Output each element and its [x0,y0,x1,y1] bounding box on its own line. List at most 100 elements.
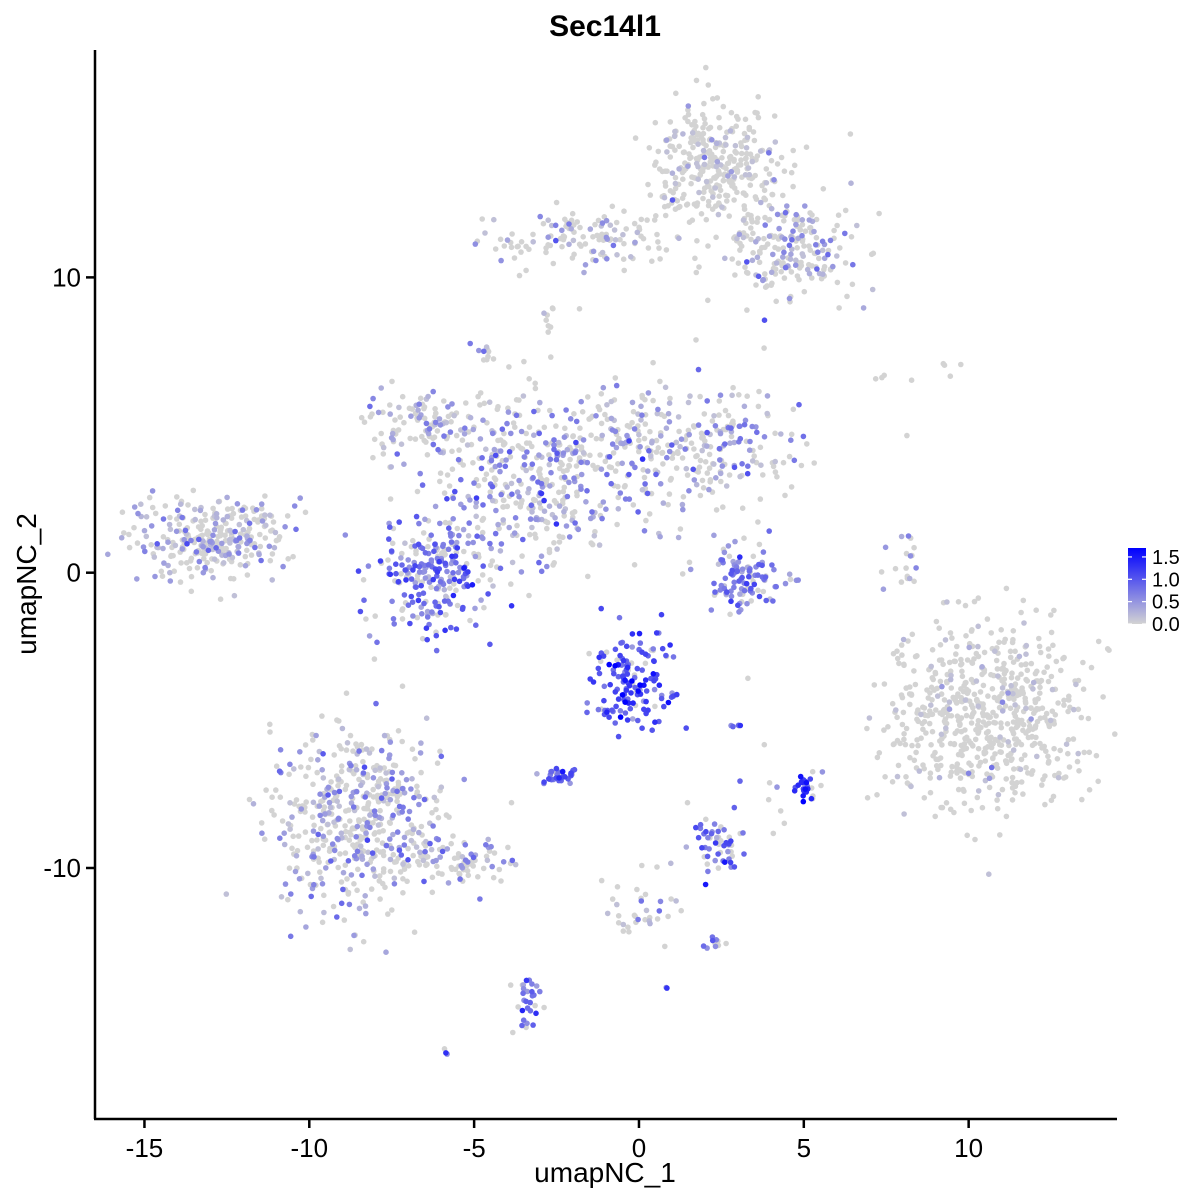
cell-point [388,464,395,470]
cell-point [695,176,701,182]
cell-point [619,673,626,679]
cell-point [752,109,758,116]
cell-point [557,235,564,242]
cell-point [146,494,153,501]
cell-point [704,443,710,449]
cell-point [359,872,365,879]
cell-point [599,220,606,226]
cell-point [985,693,991,699]
cell-point [664,454,670,461]
cell-point [1066,693,1072,700]
cell-point [387,796,394,803]
cell-point [399,616,406,622]
cell-point [1086,787,1093,793]
cell-point [442,627,448,634]
cell-point [328,858,334,864]
cell-point [1001,660,1007,667]
cell-point [961,682,967,689]
cell-point [834,279,841,286]
cell-point [518,428,525,435]
cell-point [399,683,406,689]
cell-point [668,896,674,902]
cell-point [787,576,794,583]
cell-point [769,191,776,198]
cell-point [407,620,413,627]
cell-point [342,532,349,538]
cell-point [1018,756,1025,763]
cell-point [721,549,728,556]
cell-point [807,225,813,231]
cell-point [388,435,395,441]
cell-point [654,410,661,417]
cell-point [695,366,702,373]
cell-point [453,432,460,439]
cell-point [1079,796,1085,803]
cell-point [444,846,451,852]
cell-point [835,212,842,218]
cell-point [636,431,642,438]
cell-point [598,391,605,397]
cell-point [735,602,741,609]
cell-point [272,529,279,536]
cell-point [410,537,416,544]
cell-point [655,406,661,413]
cell-point [712,857,718,864]
cell-point [167,526,174,533]
cell-point [167,514,173,521]
cell-point [1037,649,1044,656]
cell-point [773,583,779,590]
cell-point [600,384,607,391]
cell-point [651,686,658,693]
cell-point [696,464,703,471]
cell-point [370,395,376,402]
cell-point [590,679,597,685]
cell-point [428,532,435,538]
cell-point [813,242,819,248]
cell-point [984,616,991,622]
cell-point [492,246,499,252]
cell-point [782,209,789,216]
cell-point [541,779,547,785]
cell-point [947,668,954,674]
cell-point [743,145,750,151]
cell-point [963,712,970,719]
cell-point [737,162,744,168]
cell-point [899,721,906,728]
cell-point [705,82,712,88]
cell-point [722,134,729,141]
cell-point [782,236,788,242]
cell-point [964,832,970,839]
cell-point [696,154,703,160]
cell-point [508,244,515,251]
cell-point [702,881,709,888]
cell-point [723,483,730,489]
cell-point [1063,741,1070,747]
cell-point [577,425,583,432]
cell-point [1020,791,1026,797]
cell-point [620,928,627,934]
cell-point [342,862,349,868]
cell-point [769,562,775,568]
cell-point [889,779,896,785]
cell-point [408,786,414,792]
cell-point [508,480,515,487]
cell-point [242,562,249,569]
cell-point [894,773,901,780]
cell-point [915,718,921,725]
cell-point [416,793,423,800]
cell-point [406,808,413,815]
cell-point [441,490,448,496]
cell-point [453,587,459,594]
cell-point [500,517,507,523]
cell-point [399,809,406,815]
cell-point [338,830,345,836]
cell-point [397,414,404,420]
cell-point [999,786,1006,793]
cell-point [963,633,969,639]
cell-point [258,501,265,507]
cell-point [358,414,365,421]
cell-point [497,448,504,454]
cell-point [680,494,687,500]
cell-point [287,761,293,768]
cell-point [1016,653,1023,660]
